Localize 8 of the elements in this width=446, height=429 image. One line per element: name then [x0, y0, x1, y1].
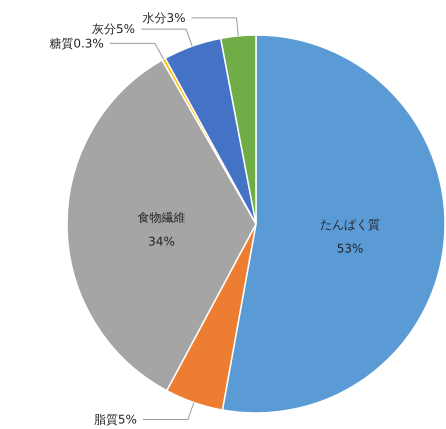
slice-label: 脂質5%	[94, 412, 137, 426]
slice-label: 食物繊維	[138, 210, 186, 224]
data-label: 53%	[336, 241, 364, 256]
slice-label: 糖質0.3%	[49, 36, 104, 50]
data-label: 34%	[148, 234, 175, 248]
slice-label: 灰分5%	[92, 22, 136, 36]
slice-label: 水分3%	[142, 10, 186, 25]
slice-label: たんぱく質	[320, 217, 380, 232]
